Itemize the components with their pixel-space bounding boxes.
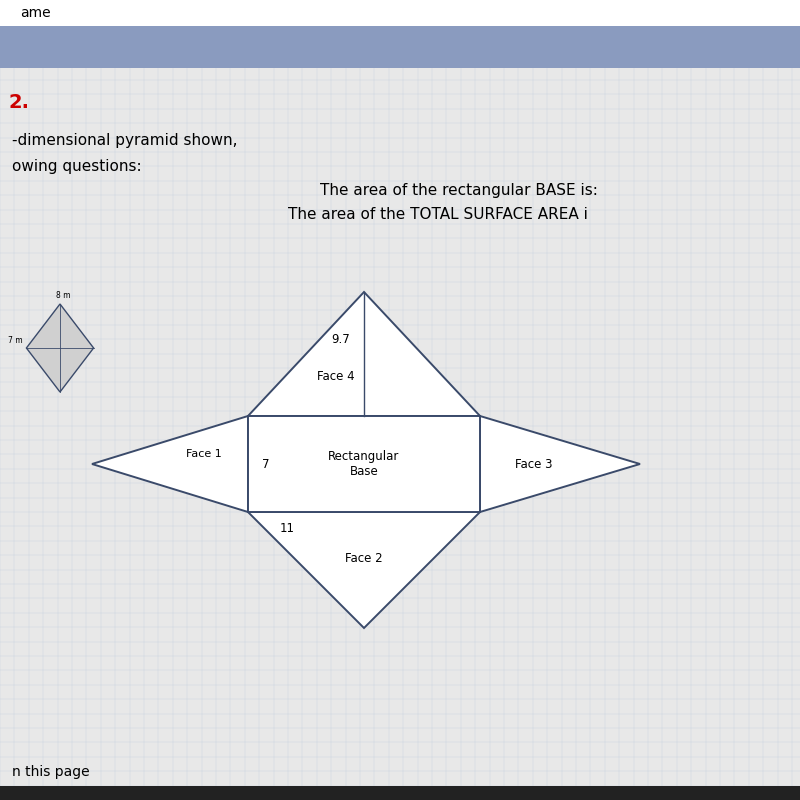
Polygon shape	[26, 304, 94, 392]
Text: 8 m: 8 m	[56, 290, 70, 300]
Polygon shape	[248, 512, 480, 628]
Bar	[248, 416, 480, 512]
Polygon shape	[248, 292, 480, 416]
Text: 7: 7	[262, 458, 270, 470]
Text: owing questions:: owing questions:	[12, 159, 142, 174]
Polygon shape	[92, 416, 248, 512]
Text: 7 m: 7 m	[8, 336, 22, 346]
Text: 11: 11	[280, 522, 295, 534]
Text: 9.7: 9.7	[331, 333, 350, 346]
Text: Rectangular
Base: Rectangular Base	[328, 450, 400, 478]
Text: Face 1: Face 1	[186, 450, 222, 459]
Text: The area of the rectangular BASE is:: The area of the rectangular BASE is:	[320, 183, 598, 198]
Text: Face 2: Face 2	[345, 552, 383, 565]
Bar	[0, 26, 800, 68]
Bar	[0, 786, 800, 800]
Text: n this page: n this page	[12, 765, 90, 779]
Polygon shape	[480, 416, 640, 512]
Text: The area of the TOTAL SURFACE AREA i: The area of the TOTAL SURFACE AREA i	[288, 207, 588, 222]
Text: -dimensional pyramid shown,: -dimensional pyramid shown,	[12, 133, 238, 147]
Text: Face 3: Face 3	[514, 458, 552, 470]
Text: Face 4: Face 4	[317, 370, 354, 383]
Text: ame: ame	[20, 6, 50, 20]
Text: 2.: 2.	[8, 93, 29, 112]
Bar	[0, 0, 800, 28]
